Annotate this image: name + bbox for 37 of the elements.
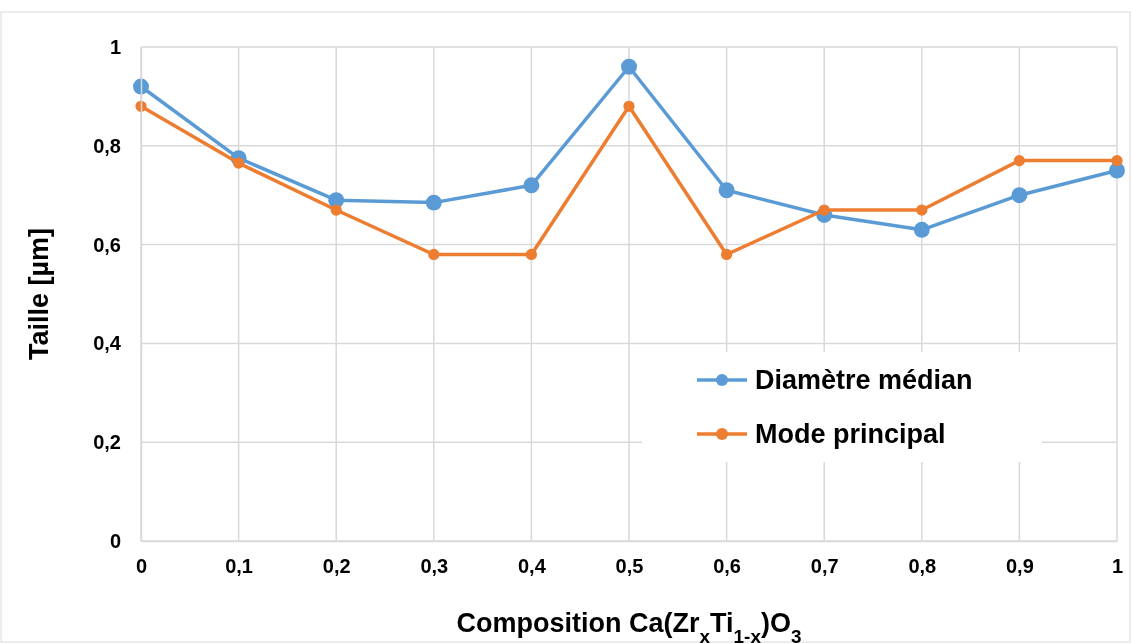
x-tick-label: 0,4: [517, 555, 547, 578]
point: [232, 157, 245, 169]
x-tick-label: 0,6: [713, 555, 742, 578]
point: [428, 248, 440, 261]
y-tick-label: 0: [109, 529, 121, 552]
x-tick-label: 0,8: [908, 555, 937, 578]
y-tick-label: 0,4: [93, 332, 122, 355]
point: [525, 248, 538, 261]
y-axis-title: Taille [µm]: [24, 227, 54, 361]
point: [523, 177, 540, 194]
y-tick-label: 0,6: [93, 233, 121, 256]
x-tick-label: 0,5: [615, 555, 644, 578]
x-tick-label: 0,1: [225, 555, 254, 578]
x-tick-label: 0: [135, 555, 148, 578]
x-axis-title: Composition Ca(Zr$_{x}$Ti$_{1-x}$)O$_{3}$: [456, 608, 802, 643]
x-tick-label: 0,2: [322, 555, 351, 578]
x-tick-label: 1: [1111, 555, 1124, 578]
point: [720, 248, 733, 261]
point: [1111, 154, 1123, 167]
y-tick-label: 1: [109, 35, 121, 58]
point: [913, 221, 930, 238]
point: [330, 204, 342, 216]
legend-label: Mode principal: [755, 419, 946, 450]
point: [1011, 187, 1028, 204]
legend-label: Diamètre médian: [755, 365, 973, 396]
y-tick-label: 0,8: [93, 134, 121, 157]
x-tick-label: 0,9: [1005, 555, 1034, 578]
point: [425, 194, 442, 211]
point: [133, 78, 149, 95]
y-tick-label: 0,2: [93, 431, 121, 454]
point: [1013, 154, 1026, 167]
point: [623, 100, 635, 112]
point: [916, 204, 928, 216]
point: [621, 58, 637, 75]
x-tick-label: 0,3: [420, 555, 449, 578]
x-tick-label: 0,7: [810, 555, 839, 578]
point: [718, 182, 735, 199]
